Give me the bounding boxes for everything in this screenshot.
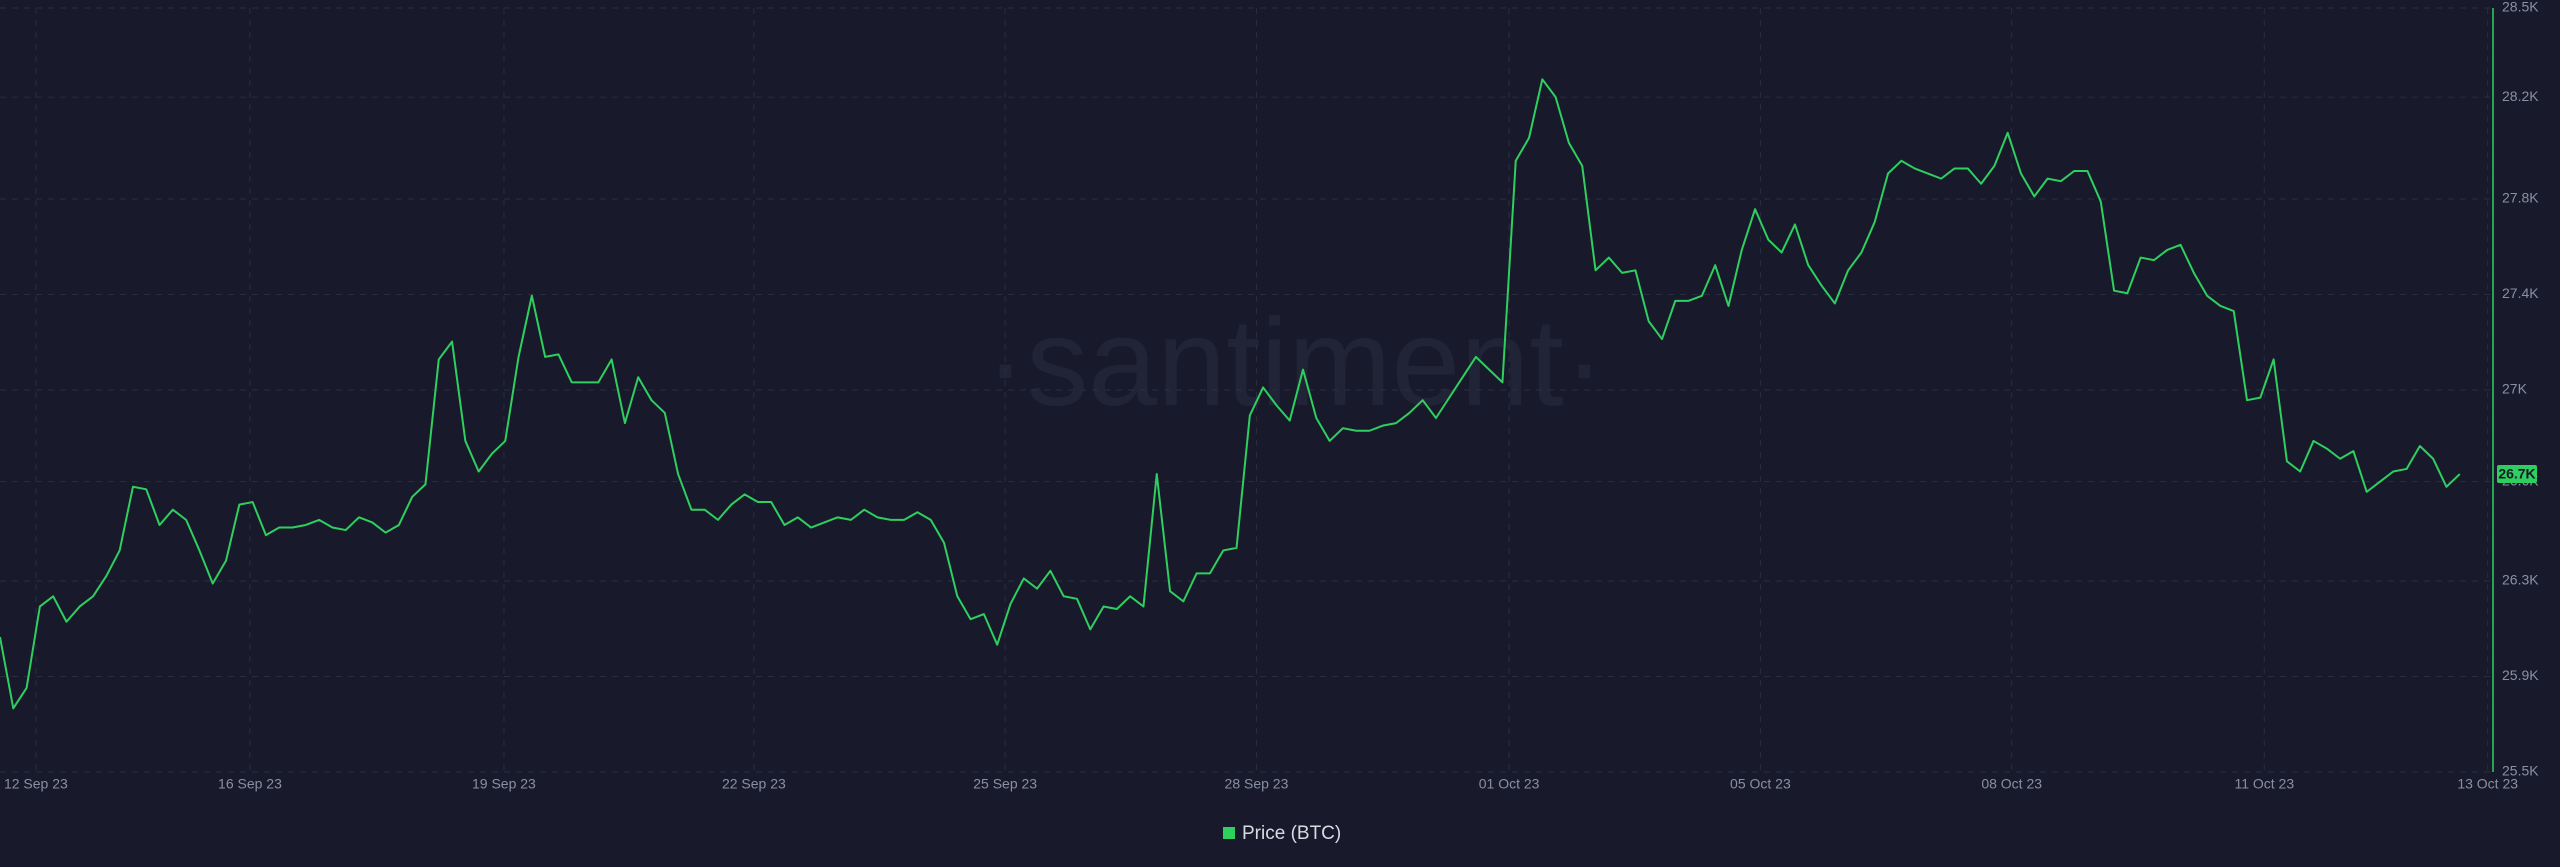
x-tick-label: 01 Oct 23 — [1479, 776, 1540, 792]
y-tick-label: 25.5K — [2502, 763, 2539, 779]
x-tick-label: 16 Sep 23 — [218, 776, 282, 792]
x-tick-label: 25 Sep 23 — [973, 776, 1037, 792]
x-tick-label: 11 Oct 23 — [2234, 776, 2294, 792]
y-tick-label: 28.5K — [2502, 0, 2539, 15]
legend-swatch — [1223, 827, 1235, 839]
price-line — [0, 78, 2461, 710]
x-tick-label: 08 Oct 23 — [1981, 776, 2042, 792]
y-tick-label: 28.2K — [2502, 88, 2539, 104]
y-tick-label: 27.8K — [2502, 190, 2539, 206]
x-tick-label: 13 Oct 23 — [2457, 776, 2518, 792]
x-tick-label: 19 Sep 23 — [472, 776, 536, 792]
x-tick-label: 12 Sep 23 — [4, 776, 68, 792]
legend-label: Price (BTC) — [1242, 823, 1341, 844]
x-tick-label: 22 Sep 23 — [722, 776, 786, 792]
x-tick-label: 28 Sep 23 — [1225, 776, 1289, 792]
watermark: ·santiment· — [985, 294, 1605, 432]
last-value-label: 26.7K — [2498, 466, 2535, 482]
y-tick-label: 27K — [2502, 381, 2528, 397]
last-value-badge — [2497, 465, 2537, 484]
legend: Price (BTC) — [1223, 823, 1341, 844]
x-tick-label: 05 Oct 23 — [1730, 776, 1791, 792]
y-tick-label: 27.4K — [2502, 285, 2539, 301]
y-tick-label: 25.9K — [2502, 667, 2539, 683]
y-tick-label: 26.3K — [2502, 572, 2539, 588]
